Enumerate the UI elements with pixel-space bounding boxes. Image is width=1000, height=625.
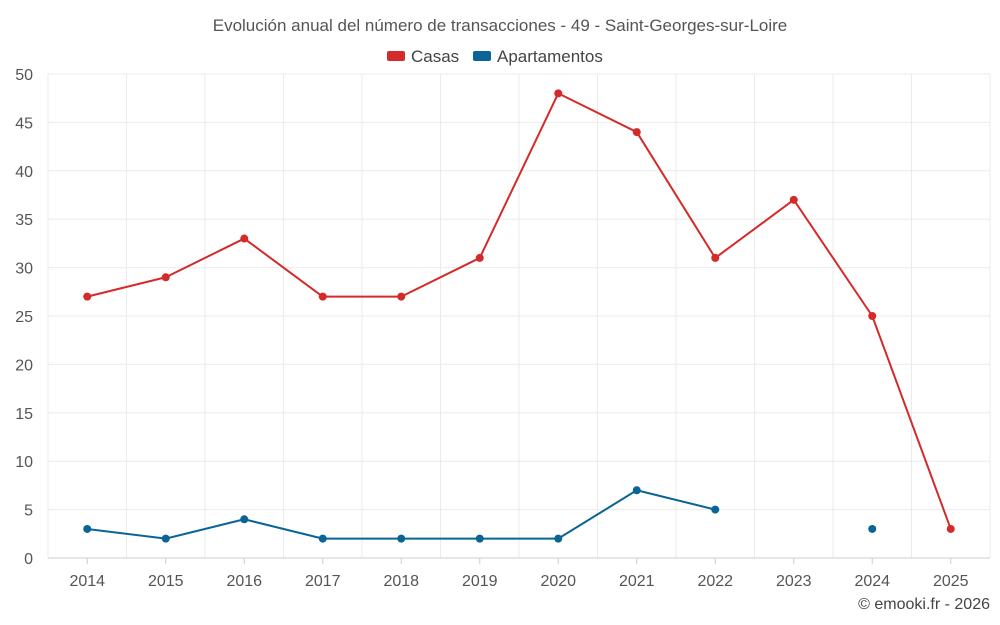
x-tick-label: 2014 bbox=[69, 573, 105, 590]
y-tick-label: 20 bbox=[15, 357, 33, 374]
data-point-casas-2015 bbox=[161, 273, 170, 282]
data-point-apartamentos-2022 bbox=[711, 505, 720, 514]
data-point-casas-2017 bbox=[318, 292, 327, 301]
data-point-apartamentos-2024 bbox=[868, 524, 877, 533]
x-tick-label: 2025 bbox=[933, 573, 969, 590]
y-tick-label: 50 bbox=[15, 67, 33, 84]
data-point-casas-2016 bbox=[240, 234, 249, 243]
data-point-apartamentos-2017 bbox=[318, 534, 327, 543]
data-point-casas-2021 bbox=[632, 128, 641, 137]
series-layer bbox=[83, 89, 955, 543]
data-point-apartamentos-2014 bbox=[83, 524, 92, 533]
y-tick-label: 45 bbox=[15, 115, 33, 132]
series-line-casas bbox=[87, 92, 952, 530]
data-point-apartamentos-2018 bbox=[397, 534, 406, 543]
chart-title: Evolución anual del número de transaccio… bbox=[213, 16, 788, 35]
series-line-apartamentos bbox=[87, 489, 716, 540]
x-tick-label: 2017 bbox=[305, 573, 341, 590]
data-point-apartamentos-2019 bbox=[475, 534, 484, 543]
data-point-casas-2020 bbox=[554, 89, 563, 98]
legend-label-casas: Casas bbox=[411, 47, 459, 66]
x-tick-label: 2021 bbox=[619, 573, 655, 590]
data-point-apartamentos-2016 bbox=[240, 515, 249, 524]
x-tick-label: 2019 bbox=[462, 573, 498, 590]
data-point-casas-2024 bbox=[868, 312, 877, 320]
y-tick-label: 0 bbox=[24, 551, 33, 568]
data-point-casas-2022 bbox=[711, 253, 720, 262]
y-tick-label: 40 bbox=[15, 164, 33, 181]
x-tick-label: 2018 bbox=[383, 573, 419, 590]
y-tick-label: 15 bbox=[15, 406, 33, 423]
grid bbox=[47, 73, 991, 559]
y-tick-label: 5 bbox=[24, 503, 33, 520]
x-tick-label: 2016 bbox=[226, 573, 262, 590]
x-tick-label: 2024 bbox=[854, 573, 890, 590]
data-point-casas-2023 bbox=[789, 195, 798, 204]
legend-label-apartamentos: Apartamentos bbox=[497, 47, 603, 66]
data-point-apartamentos-2015 bbox=[161, 534, 170, 543]
data-point-casas-2019 bbox=[475, 253, 484, 262]
data-point-casas-2014 bbox=[83, 292, 92, 301]
x-tick-label: 2020 bbox=[540, 573, 576, 590]
data-point-apartamentos-2020 bbox=[554, 534, 563, 543]
legend-swatch-apartamentos bbox=[473, 51, 491, 61]
credit-text: © emooki.fr - 2026 bbox=[858, 596, 990, 613]
data-point-apartamentos-2021 bbox=[632, 486, 641, 495]
data-point-casas-2018 bbox=[397, 292, 406, 301]
y-tick-label: 25 bbox=[15, 309, 33, 326]
x-tick-label: 2015 bbox=[148, 573, 184, 590]
legend: Casas Apartamentos bbox=[387, 47, 603, 66]
x-tick-label: 2022 bbox=[697, 573, 733, 590]
x-tick-label: 2023 bbox=[776, 573, 812, 590]
y-tick-label: 30 bbox=[15, 261, 33, 278]
y-tick-label: 10 bbox=[15, 454, 33, 471]
data-point-casas-2025 bbox=[946, 524, 955, 533]
y-tick-label: 35 bbox=[15, 212, 33, 229]
legend-swatch-casas bbox=[387, 51, 405, 61]
